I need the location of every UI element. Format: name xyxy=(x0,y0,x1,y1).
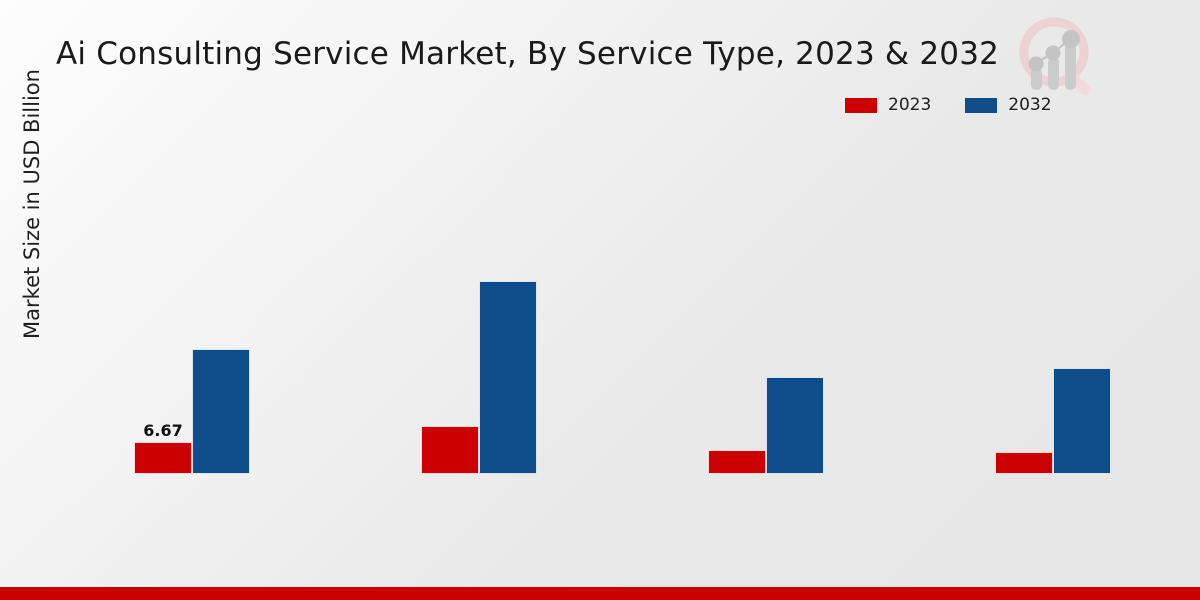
legend-label-2032: 2032 xyxy=(1008,95,1052,115)
y-axis-title: Market Size in USD Billion xyxy=(20,69,44,339)
legend-label-2023: 2023 xyxy=(888,95,932,115)
chart-title: Ai Consulting Service Market, By Service… xyxy=(56,36,1000,72)
legend-item-2023[interactable]: 2023 xyxy=(845,95,931,115)
bar-group-data-analytics xyxy=(995,0,1111,474)
bar-2032-strategy-development[interactable] xyxy=(192,349,250,474)
bar-group-maintenance-and-support xyxy=(708,0,824,474)
legend-swatch-2023 xyxy=(845,97,877,113)
legend-swatch-2032 xyxy=(965,97,998,113)
legend-item-2032[interactable]: 2032 xyxy=(965,95,1052,115)
bar-2032-data-analytics[interactable] xyxy=(1053,368,1111,474)
plot-area: 6.67 Strategy Development Impleme ntatio… xyxy=(78,140,1160,474)
footer-accent-bar xyxy=(0,587,1200,600)
bar-2023-strategy-development[interactable]: 6.67 xyxy=(134,421,192,474)
bar-2023-implementation[interactable] xyxy=(421,426,479,474)
bar-2023-data-analytics[interactable] xyxy=(995,452,1053,474)
bar-2023-maintenance-and-support[interactable] xyxy=(708,450,766,474)
bar-group-implementation xyxy=(421,0,537,474)
chart-legend: 2023 2032 xyxy=(845,95,1052,115)
bar-group-strategy-development: 6.67 xyxy=(134,0,250,474)
bar-value-label: 6.67 xyxy=(143,421,183,440)
bar-2032-maintenance-and-support[interactable] xyxy=(766,377,824,474)
bar-2032-implementation[interactable] xyxy=(479,281,537,474)
